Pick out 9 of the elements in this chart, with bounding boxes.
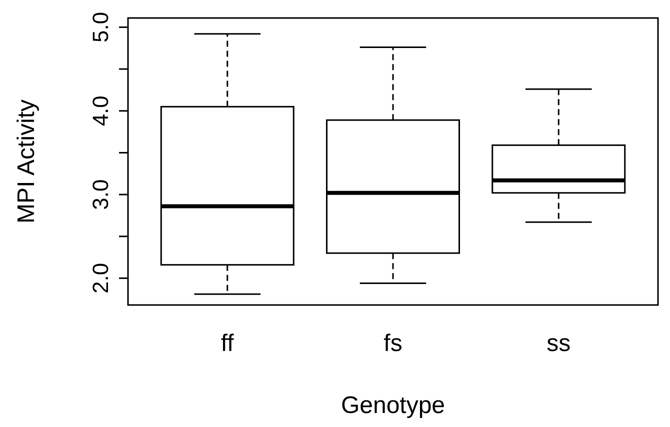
y-tick-label: 3.0: [88, 179, 113, 210]
x-tick-label: fs: [384, 330, 402, 357]
y-axis-title: MPI Activity: [13, 99, 40, 224]
x-tick-label: ff: [220, 330, 234, 357]
y-tick-label: 5.0: [88, 12, 113, 42]
x-tick-label: ss: [546, 330, 571, 357]
y-tick-label: 4.0: [88, 96, 113, 126]
y-tick-label: 2.0: [88, 262, 113, 294]
x-axis-title: Genotype: [340, 392, 446, 419]
